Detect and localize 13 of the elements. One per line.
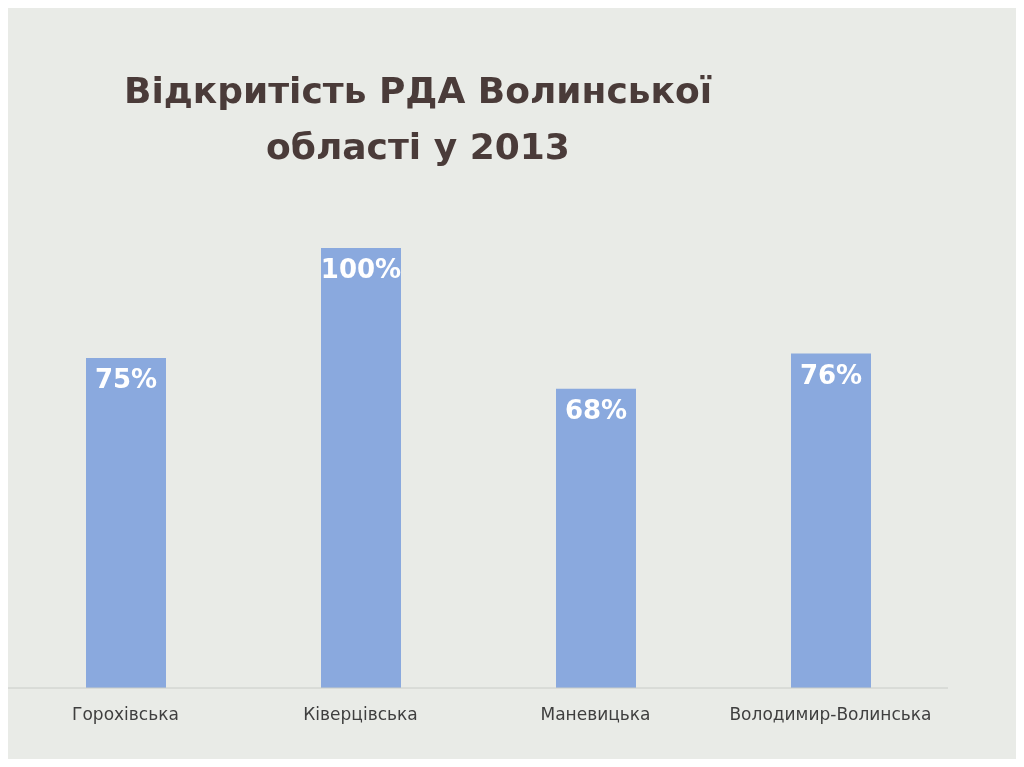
x-tick-label: Ківерцівська [303,704,418,725]
x-tick-label: Маневицька [540,704,651,725]
chart-title: Відкритість РДА Волинської області у 2013 [122,69,714,169]
x-tick-label: Володимир-Волинська [729,704,932,725]
data-label: 75% [94,364,158,394]
data-label: 68% [564,394,628,425]
bar [321,248,401,688]
data-label: 76% [799,359,863,390]
bar [556,388,636,688]
bar [791,353,871,688]
data-label: 100% [320,254,402,284]
x-tick-label: Горохівська [72,704,179,725]
bar [86,358,166,688]
